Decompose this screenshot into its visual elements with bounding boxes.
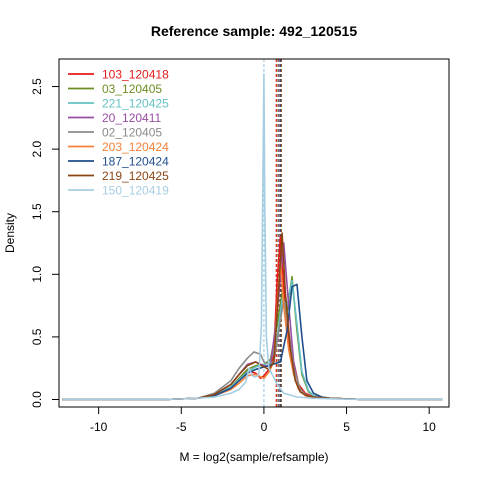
x-tick-label: 5 <box>343 420 350 434</box>
y-tick-label: 0.0 <box>30 391 44 408</box>
y-tick-label: 1.0 <box>30 266 44 283</box>
legend-label-219_120425: 219_120425 <box>102 169 169 183</box>
plot-frame <box>58 58 450 408</box>
legend: 103_12041803_120405221_12042520_12041102… <box>68 68 169 198</box>
x-axis: -10 -5 0 5 10 <box>90 406 436 434</box>
x-tick-label: -10 <box>90 420 108 434</box>
legend-label-02_120405: 02_120405 <box>102 126 162 140</box>
x-tick-label: 0 <box>261 420 268 434</box>
y-axis: 0.0 0.5 1.0 1.5 2.0 2.5 <box>30 78 60 408</box>
chart-title: Reference sample: 492_120515 <box>151 23 357 39</box>
y-tick-label: 2.5 <box>30 78 44 95</box>
x-tick-label: 10 <box>422 420 436 434</box>
legend-label-03_120405: 03_120405 <box>102 82 162 96</box>
series-line-221_120425 <box>62 279 443 401</box>
series-line-03_120405 <box>62 276 443 401</box>
legend-label-103_120418: 103_120418 <box>102 68 169 82</box>
series-line-219_120425 <box>62 232 443 401</box>
series-line-203_120424 <box>62 260 443 401</box>
y-tick-label: 2.0 <box>30 140 44 157</box>
x-tick-label: -5 <box>176 420 187 434</box>
legend-label-203_120424: 203_120424 <box>102 140 169 154</box>
legend-label-187_120424: 187_120424 <box>102 155 169 169</box>
legend-label-221_120425: 221_120425 <box>102 97 169 111</box>
series-line-187_120424 <box>62 283 443 401</box>
y-tick-label: 1.5 <box>30 203 44 220</box>
y-axis-label: Density <box>3 213 17 253</box>
x-axis-label: M = log2(sample/refsample) <box>179 450 328 464</box>
legend-label-150_120419: 150_120419 <box>102 184 169 198</box>
series-line-02_120405 <box>62 298 443 401</box>
density-curves <box>62 73 443 401</box>
legend-label-20_120411: 20_120411 <box>102 111 162 125</box>
y-tick-label: 0.5 <box>30 328 44 345</box>
series-line-150_120419 <box>62 73 443 401</box>
